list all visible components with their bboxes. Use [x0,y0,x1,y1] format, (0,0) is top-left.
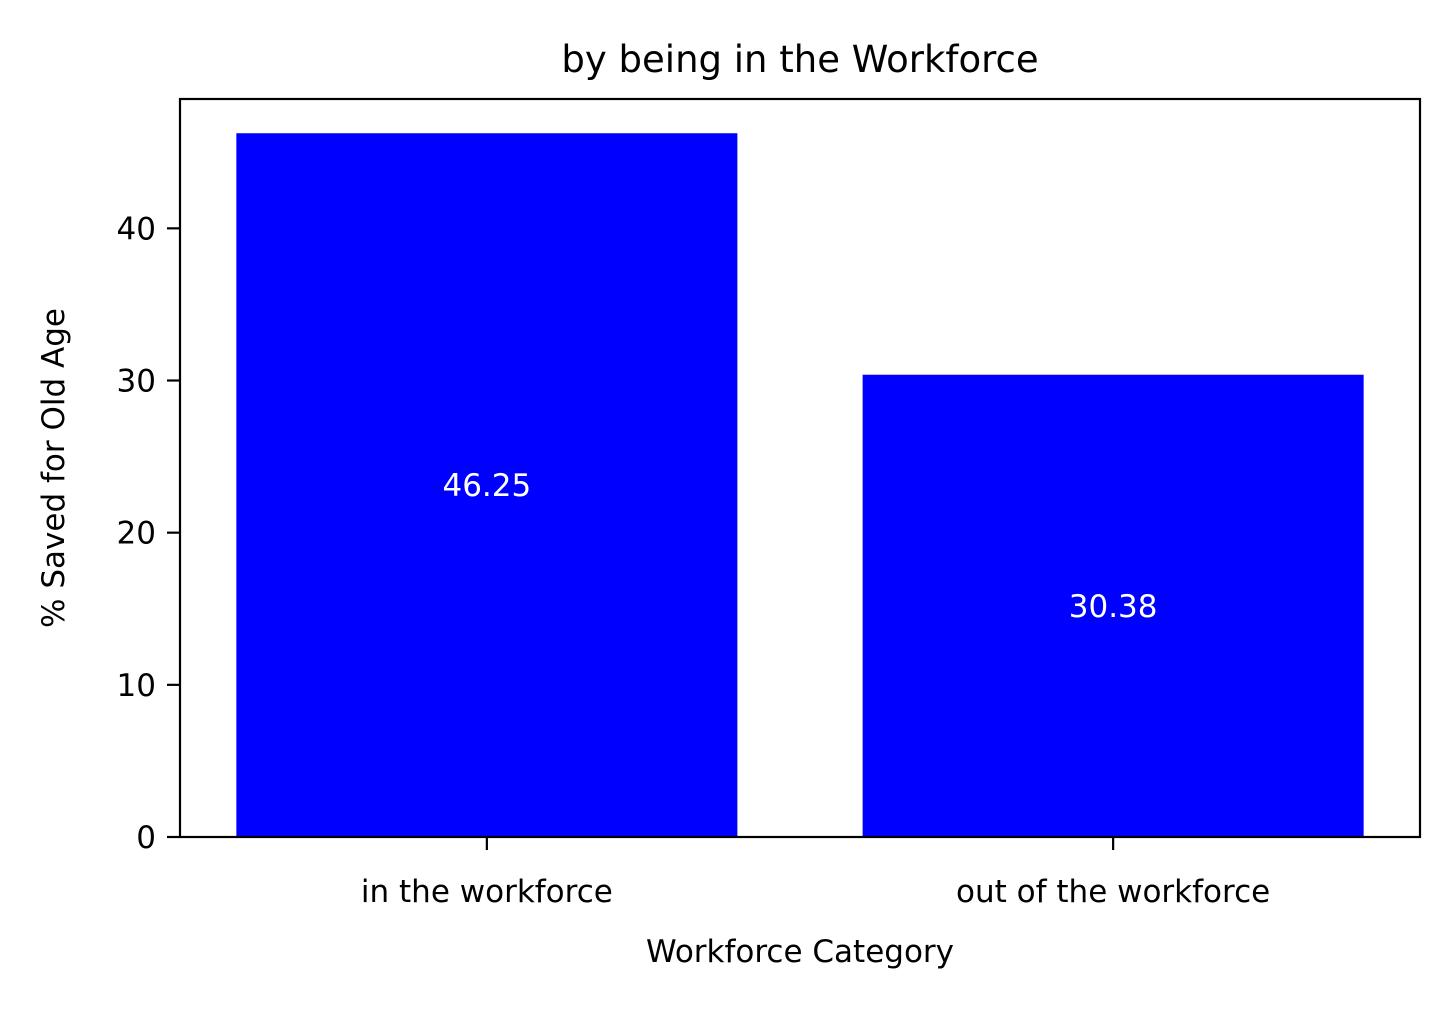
x-tick-label-1: out of the workforce [956,874,1270,910]
y-axis-label: % Saved for Old Age [36,308,72,628]
y-tick-label-4: 40 [117,211,156,247]
x-axis-ticks: in the workforce out of the workforce [361,837,1270,910]
bar-1 [862,374,1364,837]
bars-layer [236,133,1364,837]
chart-title: by being in the Workforce [561,38,1038,81]
y-tick-label-2: 20 [117,516,156,552]
data-labels-layer: 46.25 30.38 [442,468,1157,625]
x-tick-label-0: in the workforce [361,874,613,910]
data-label-0: 46.25 [442,468,531,504]
data-label-1: 30.38 [1069,589,1158,625]
y-tick-label-1: 10 [117,668,156,704]
x-axis-label: Workforce Category [646,934,954,970]
y-axis-ticks: 0 10 20 30 40 [117,211,180,856]
y-tick-label-0: 0 [136,820,156,856]
plot-frame [178,97,1422,839]
y-tick-label-3: 30 [117,364,156,400]
bar-0 [236,133,738,837]
